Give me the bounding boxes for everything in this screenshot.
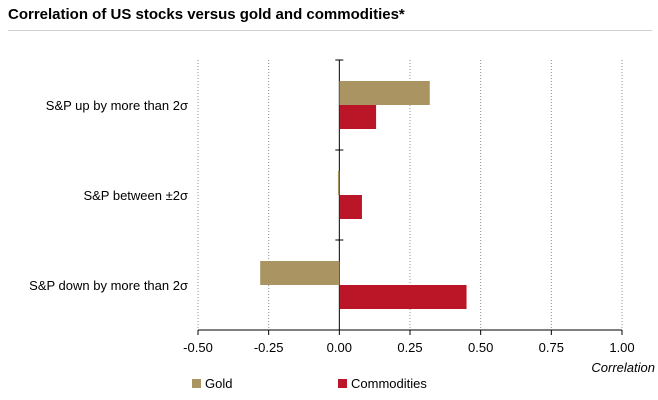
x-tick-label: -0.25 — [254, 340, 284, 355]
x-axis-title: Correlation — [591, 360, 655, 375]
bar-commodities — [339, 105, 377, 129]
legend-label-gold: Gold — [205, 376, 232, 391]
chart-title: Correlation of US stocks versus gold and… — [8, 6, 405, 23]
x-tick-label: 0.75 — [539, 340, 564, 355]
category-label: S&P down by more than 2σ — [29, 278, 188, 293]
bar-gold — [337, 171, 340, 195]
x-tick-label: 1.00 — [609, 340, 634, 355]
bar-gold — [260, 261, 340, 285]
x-tick-label: 0.25 — [397, 340, 422, 355]
title-divider — [8, 30, 652, 31]
x-tick-label: 0.00 — [327, 340, 352, 355]
bar-commodities — [339, 285, 467, 309]
category-label: S&P up by more than 2σ — [46, 98, 188, 113]
bar-gold — [339, 81, 430, 105]
x-tick-label: -0.50 — [183, 340, 213, 355]
legend-label-commodities: Commodities — [351, 376, 427, 391]
category-label: S&P between ±2σ — [83, 188, 188, 203]
legend-swatch-gold — [192, 379, 201, 388]
bar-commodities — [339, 195, 362, 219]
legend-swatch-commodities — [338, 379, 347, 388]
x-tick-label: 0.50 — [468, 340, 493, 355]
